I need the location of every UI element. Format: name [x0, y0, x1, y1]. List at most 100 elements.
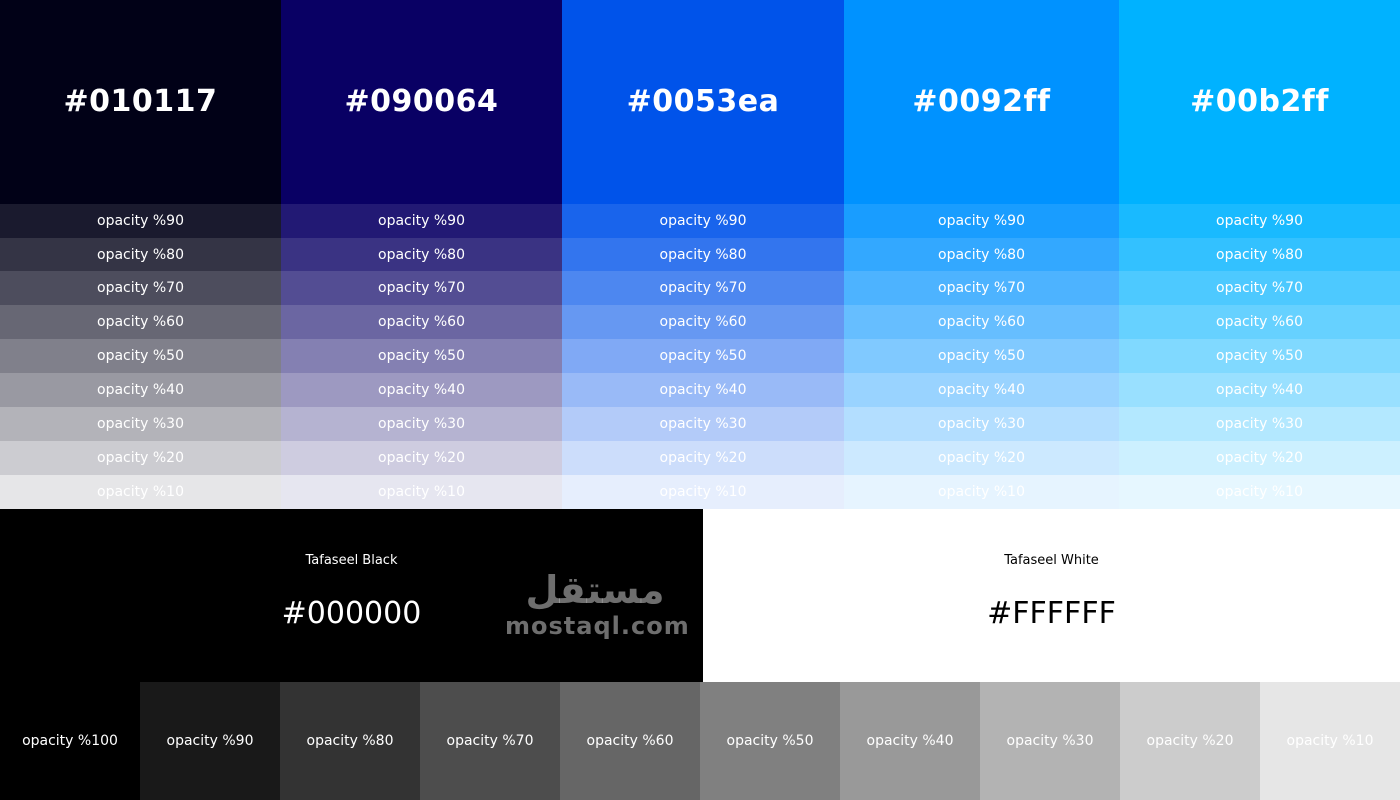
opacity-swatch: opacity %70	[1119, 271, 1400, 306]
opacity-swatch: opacity %60	[844, 305, 1119, 340]
opacity-label: opacity %20	[97, 450, 184, 467]
opacity-label: opacity %80	[97, 246, 184, 263]
black-swatch: Tafaseel Black #000000	[0, 509, 703, 682]
opacity-label: opacity %20	[659, 450, 747, 467]
black-white-swatches: Tafaseel Black #000000 Tafaseel White #F…	[0, 509, 1400, 682]
opacity-label: opacity %90	[1216, 212, 1303, 229]
opacity-label: opacity %80	[938, 246, 1025, 263]
palette-column: #00b2ff opacity %90 opacity %80 opacity %70…	[1119, 0, 1400, 510]
grey-opacity-swatch: opacity %60	[560, 682, 700, 800]
grey-opacity-swatch: opacity %100	[0, 682, 140, 800]
opacity-label: opacity %10	[938, 484, 1025, 501]
white-name: Tafaseel White	[1004, 552, 1099, 568]
opacity-swatch: opacity %40	[0, 373, 281, 408]
opacity-label: opacity %20	[1216, 450, 1303, 467]
opacity-label: opacity %50	[97, 348, 184, 365]
opacity-label: opacity %80	[659, 246, 747, 263]
opacity-swatch: opacity %80	[1119, 237, 1400, 272]
opacity-swatch: opacity %30	[281, 407, 562, 442]
opacity-label: opacity %20	[938, 450, 1025, 467]
opacity-label: opacity %60	[378, 314, 465, 331]
opacity-label: opacity %30	[938, 416, 1025, 433]
black-hex: #000000	[281, 595, 422, 631]
opacity-swatch: opacity %90	[0, 203, 281, 238]
grey-opacity-swatch: opacity %40	[840, 682, 980, 800]
opacity-swatch: opacity %10	[1119, 475, 1400, 510]
opacity-label: opacity %40	[97, 382, 184, 399]
opacity-label: opacity %10	[378, 484, 465, 501]
opacity-swatch: opacity %30	[562, 407, 844, 442]
color-hex-swatch: #0092ff	[844, 0, 1119, 204]
opacity-swatch: opacity %90	[562, 203, 844, 238]
opacity-label: opacity %50	[1216, 348, 1303, 365]
grey-opacity-swatch: opacity %30	[980, 682, 1120, 800]
opacity-swatch: opacity %80	[0, 237, 281, 272]
opacity-swatch: opacity %30	[0, 407, 281, 442]
opacity-label: opacity %40	[938, 382, 1025, 399]
opacity-swatch: opacity %50	[281, 339, 562, 374]
opacity-label: opacity %30	[378, 416, 465, 433]
opacity-label: opacity %10	[1216, 484, 1303, 501]
opacity-label: opacity %90	[378, 212, 465, 229]
opacity-label: opacity %70	[659, 280, 747, 297]
grey-opacity-swatch: opacity %20	[1120, 682, 1260, 800]
opacity-swatch: opacity %90	[1119, 203, 1400, 238]
opacity-swatch: opacity %70	[562, 271, 844, 306]
opacity-swatch: opacity %90	[281, 203, 562, 238]
color-hex-swatch: #00b2ff	[1119, 0, 1400, 204]
opacity-label: opacity %10	[97, 484, 184, 501]
opacity-swatch: opacity %20	[844, 441, 1119, 476]
opacity-label: opacity %70	[97, 280, 184, 297]
opacity-swatch: opacity %60	[281, 305, 562, 340]
opacity-swatch: opacity %10	[562, 475, 844, 510]
opacity-swatch: opacity %50	[0, 339, 281, 374]
opacity-label: opacity %60	[659, 314, 747, 331]
opacity-label: opacity %40	[1216, 382, 1303, 399]
color-hex-swatch: #090064	[281, 0, 562, 204]
opacity-swatch: opacity %40	[844, 373, 1119, 408]
opacity-swatch: opacity %20	[0, 441, 281, 476]
palette-column: #0053ea opacity %90 opacity %80 opacity %70…	[562, 0, 844, 510]
white-swatch: Tafaseel White #FFFFFF	[703, 509, 1400, 682]
opacity-label: opacity %50	[378, 348, 465, 365]
opacity-swatch: opacity %50	[844, 339, 1119, 374]
opacity-swatch: opacity %70	[844, 271, 1119, 306]
grey-opacity-swatch: opacity %10	[1260, 682, 1400, 800]
opacity-swatch: opacity %10	[0, 475, 281, 510]
opacity-label: opacity %80	[378, 246, 465, 263]
opacity-label: opacity %80	[1216, 246, 1303, 263]
opacity-label: opacity %20	[378, 450, 465, 467]
opacity-label: opacity %30	[97, 416, 184, 433]
opacity-label: opacity %40	[659, 382, 747, 399]
opacity-label: opacity %70	[938, 280, 1025, 297]
opacity-swatch: opacity %60	[0, 305, 281, 340]
white-hex: #FFFFFF	[987, 595, 1116, 631]
grey-opacity-swatch: opacity %50	[700, 682, 840, 800]
opacity-swatch: opacity %10	[281, 475, 562, 510]
opacity-swatch: opacity %50	[562, 339, 844, 374]
opacity-swatch: opacity %80	[281, 237, 562, 272]
opacity-swatch: opacity %60	[562, 305, 844, 340]
opacity-swatch: opacity %80	[844, 237, 1119, 272]
opacity-label: opacity %60	[938, 314, 1025, 331]
opacity-swatch: opacity %90	[844, 203, 1119, 238]
opacity-label: opacity %10	[659, 484, 747, 501]
opacity-swatch: opacity %60	[1119, 305, 1400, 340]
opacity-swatch: opacity %20	[281, 441, 562, 476]
opacity-swatch: opacity %30	[844, 407, 1119, 442]
opacity-swatch: opacity %20	[1119, 441, 1400, 476]
opacity-swatch: opacity %10	[844, 475, 1119, 510]
color-hex-swatch: #010117	[0, 0, 281, 204]
opacity-label: opacity %30	[1216, 416, 1303, 433]
opacity-swatch: opacity %80	[562, 237, 844, 272]
opacity-label: opacity %60	[1216, 314, 1303, 331]
opacity-label: opacity %90	[659, 212, 747, 229]
opacity-label: opacity %30	[659, 416, 747, 433]
grey-opacity-swatch: opacity %80	[280, 682, 420, 800]
opacity-label: opacity %70	[378, 280, 465, 297]
opacity-swatch: opacity %70	[281, 271, 562, 306]
opacity-swatch: opacity %40	[281, 373, 562, 408]
opacity-swatch: opacity %20	[562, 441, 844, 476]
color-hex-swatch: #0053ea	[562, 0, 844, 204]
opacity-label: opacity %50	[659, 348, 747, 365]
